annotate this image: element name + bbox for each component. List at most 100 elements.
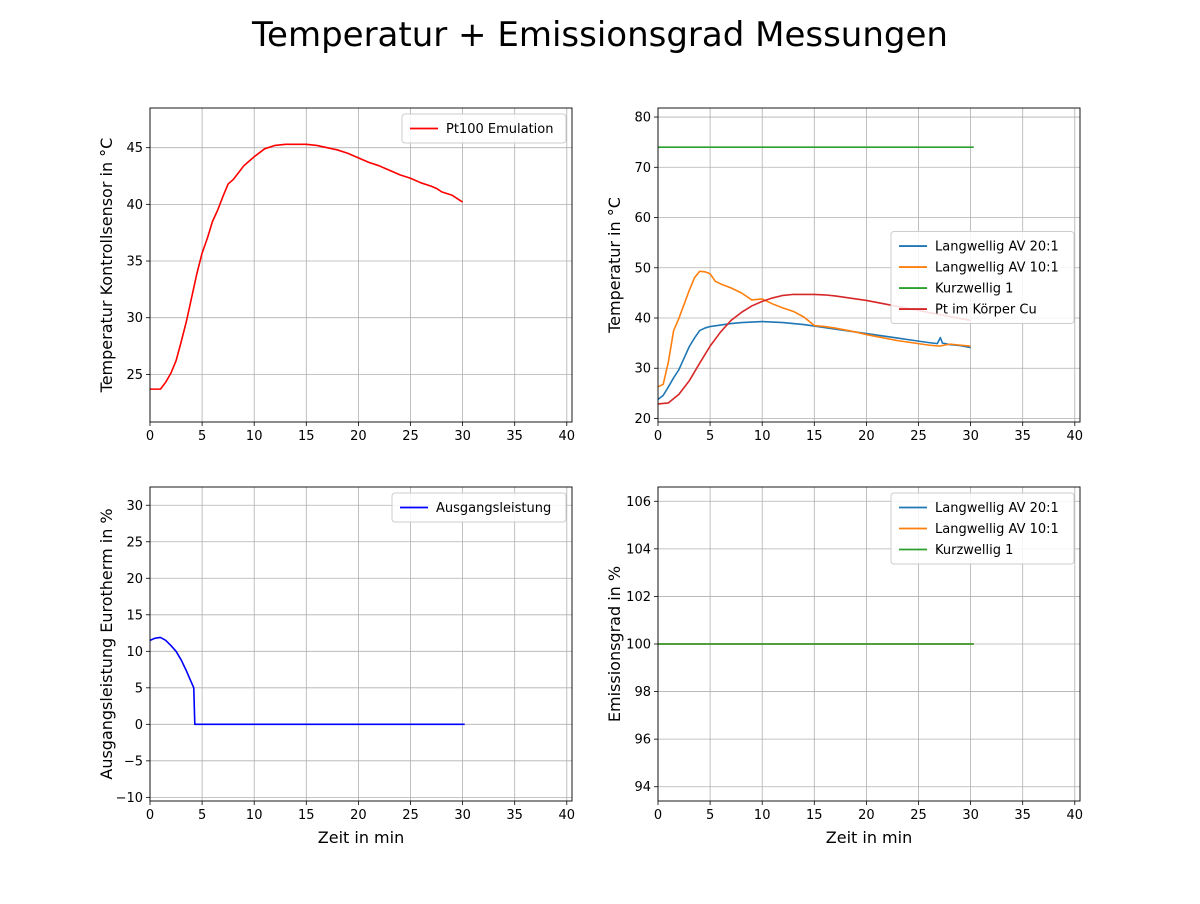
- y-tick-label: 35: [126, 255, 143, 270]
- x-tick-label: 35: [506, 429, 523, 444]
- legend-box: [391, 492, 567, 523]
- x-tick-label: 20: [858, 808, 875, 823]
- x-tick-label: 15: [298, 429, 315, 444]
- legend: Ausgangsleistung: [391, 492, 567, 523]
- x-tick-label: 10: [246, 808, 263, 823]
- x-tick-label: 15: [298, 808, 315, 823]
- chart-temperature-comparison: 0 5 10 15 20 25 30 35 40 20 30 40 50 60 70 80 Temperatur…: [605, 107, 1084, 444]
- legend-box: [890, 231, 1075, 325]
- x-tick-label: 5: [198, 808, 206, 823]
- plot-frame: [149, 486, 573, 802]
- y-tick-label: 50: [634, 261, 651, 276]
- x-tick-label: 0: [654, 429, 662, 444]
- legend-box: [890, 492, 1075, 565]
- x-tick-label: 35: [1014, 429, 1031, 444]
- plot-frame: [657, 107, 1081, 423]
- y-tick-label: −5: [124, 754, 143, 769]
- legend: Pt100 Emulation: [401, 113, 567, 144]
- y-tick-label: 106: [626, 495, 651, 510]
- y-tick-label: 25: [126, 535, 143, 550]
- x-tick-label: 35: [1014, 808, 1031, 823]
- legend-label-1: Langwellig AV 20:1: [935, 240, 1059, 255]
- y-tick-label: 98: [634, 685, 651, 700]
- legend-label-1: Pt100 Emulation: [446, 122, 553, 137]
- figure-title: Temperatur + Emissionsgrad Messungen: [251, 15, 948, 55]
- chart-emissivity: 0 5 10 15 20 25 30 35 40 94 96 98 100 102 104 106 Emissi…: [605, 486, 1084, 847]
- y-tick-label: 20: [126, 572, 143, 587]
- chart-temperature-control-sensor: 0 5 10 15 20 25 30 35 40 25 30 35 40 45 Temperatur Kon…: [97, 107, 576, 444]
- y-tick-label: 5: [135, 681, 143, 696]
- x-tick-label: 25: [910, 808, 927, 823]
- x-tick-label: 40: [1067, 429, 1084, 444]
- x-tick-label: 20: [350, 429, 367, 444]
- y-tick-label: −10: [116, 791, 143, 806]
- legend-label-2: Langwellig AV 10:1: [935, 261, 1059, 276]
- x-tick-label: 5: [198, 429, 206, 444]
- plot-frame: [149, 107, 573, 423]
- legend-label-3: Kurzwellig 1: [935, 282, 1013, 297]
- x-tick-label: 10: [246, 429, 263, 444]
- x-tick-label: 10: [754, 808, 771, 823]
- x-tick-label: 15: [806, 808, 823, 823]
- legend-label-1: Langwellig AV 20:1: [935, 501, 1059, 516]
- y-tick-label: 40: [126, 198, 143, 213]
- y-tick-label: 10: [126, 645, 143, 660]
- legend-box: [401, 113, 567, 144]
- grid: [149, 108, 572, 422]
- x-tick-label: 5: [706, 808, 714, 823]
- x-tick-label: 40: [559, 429, 576, 444]
- y-axis-label: Ausgangsleistung Eurotherm in %: [97, 508, 116, 779]
- x-tick-label: 25: [910, 429, 927, 444]
- y-tick-label: 30: [126, 311, 143, 326]
- x-tick-label: 30: [962, 808, 979, 823]
- grid: [149, 487, 572, 801]
- series-line-2: [658, 270, 971, 388]
- x-tick-label: 0: [654, 808, 662, 823]
- series-line-1: [150, 143, 464, 390]
- x-tick-label: 20: [350, 808, 367, 823]
- legend: Langwellig AV 20:1 Langwellig AV 10:1 Kurz…: [890, 492, 1075, 565]
- y-tick-label: 15: [126, 608, 143, 623]
- x-tick-label: 30: [454, 429, 471, 444]
- y-tick-label: 30: [634, 362, 651, 377]
- x-tick-label: 25: [402, 429, 419, 444]
- y-tick-label: 96: [634, 733, 651, 748]
- series-line-1: [658, 320, 971, 401]
- x-tick-label: 0: [146, 808, 154, 823]
- y-tick-label: 100: [626, 638, 651, 653]
- x-axis-label: Zeit in min: [318, 828, 404, 847]
- legend: Langwellig AV 20:1 Langwellig AV 10:1 Kurz…: [890, 231, 1075, 325]
- x-tick-label: 30: [454, 808, 471, 823]
- x-tick-label: 40: [559, 808, 576, 823]
- x-tick-label: 30: [962, 429, 979, 444]
- x-tick-label: 20: [858, 429, 875, 444]
- x-tick-label: 35: [506, 808, 523, 823]
- x-tick-label: 5: [706, 429, 714, 444]
- x-tick-label: 15: [806, 429, 823, 444]
- y-tick-label: 45: [126, 141, 143, 156]
- y-tick-label: 0: [135, 718, 143, 733]
- y-tick-label: 30: [126, 499, 143, 514]
- legend-label-3: Kurzwellig 1: [935, 543, 1013, 558]
- x-tick-label: 25: [402, 808, 419, 823]
- y-axis-label: Emissionsgrad in %: [605, 566, 624, 722]
- y-tick-label: 94: [634, 780, 651, 795]
- y-tick-label: 20: [634, 412, 651, 427]
- y-axis-label: Temperatur in °C: [605, 197, 624, 334]
- y-tick-label: 70: [634, 161, 651, 176]
- x-tick-label: 40: [1067, 808, 1084, 823]
- y-tick-label: 40: [634, 312, 651, 327]
- y-tick-label: 60: [634, 211, 651, 226]
- y-tick-label: 80: [634, 111, 651, 126]
- legend-label-1: Ausgangsleistung: [436, 501, 551, 516]
- x-axis-label: Zeit in min: [826, 828, 912, 847]
- x-tick-label: 0: [146, 429, 154, 444]
- y-tick-label: 25: [126, 368, 143, 383]
- y-tick-label: 104: [626, 542, 651, 557]
- y-tick-label: 102: [626, 590, 651, 605]
- y-axis-label: Temperatur Kontrollsensor in °C: [97, 138, 116, 394]
- x-tick-label: 10: [754, 429, 771, 444]
- series-line-1: [150, 636, 465, 726]
